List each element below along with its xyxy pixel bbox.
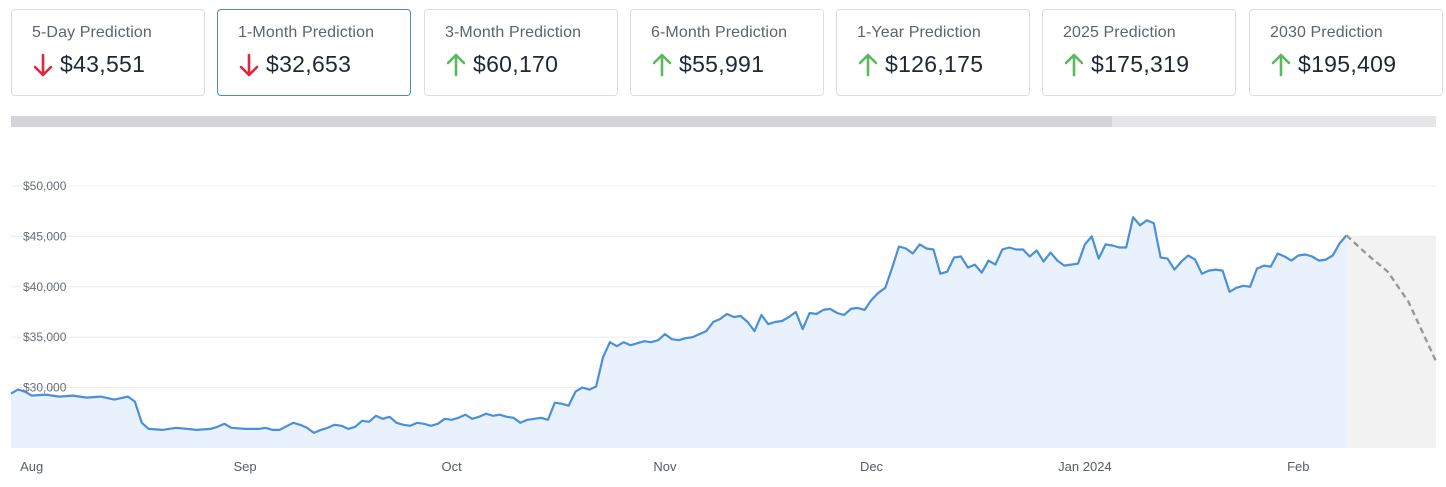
- historical-area: [11, 217, 1347, 448]
- prediction-value-row: $55,991: [651, 51, 823, 78]
- prediction-card-value: $32,653: [266, 51, 352, 77]
- price-chart: $50,000$45,000$40,000$35,000$30,000$25,0…: [10, 179, 1438, 474]
- prediction-card-label: 2030 Prediction: [1270, 24, 1383, 41]
- prediction-card-value: $60,170: [473, 51, 559, 77]
- x-tick-label: Aug: [20, 459, 43, 474]
- y-tick-label: $45,000: [23, 229, 67, 243]
- prediction-value-row: $32,653: [238, 51, 410, 78]
- prediction-value-row: $126,175: [857, 51, 1029, 78]
- x-tick-label: Oct: [441, 459, 462, 474]
- prediction-card-label: 1-Year Prediction: [857, 24, 981, 41]
- prediction-card-label: 1-Month Prediction: [238, 24, 375, 41]
- arrow-down-icon: [33, 53, 53, 76]
- prediction-card-1[interactable]: 1-Month Prediction $32,653: [217, 9, 411, 96]
- arrow-up-icon: [446, 53, 466, 76]
- prediction-value-row: $43,551: [32, 51, 204, 78]
- y-tick-label: $35,000: [23, 330, 67, 344]
- prediction-card-label: 5-Day Prediction: [32, 24, 152, 41]
- prediction-card-0[interactable]: 5-Day Prediction $43,551: [11, 9, 205, 96]
- y-axis: $50,000$45,000$40,000$35,000$30,000$25,0…: [23, 179, 67, 445]
- prediction-card-value: $175,319: [1091, 51, 1190, 77]
- prediction-value-row: $175,319: [1063, 51, 1235, 78]
- prediction-card-value: $43,551: [60, 51, 146, 77]
- y-tick-label: $40,000: [23, 280, 67, 294]
- forecast-price-line: [1345, 234, 1438, 362]
- prediction-card-label: 3-Month Prediction: [445, 24, 582, 41]
- arrow-up-icon: [1064, 53, 1084, 76]
- prediction-card-value: $195,409: [1298, 51, 1397, 77]
- y-tick-label: $50,000: [23, 179, 67, 193]
- prediction-card-2[interactable]: 3-Month Prediction $60,170: [424, 9, 618, 96]
- prediction-card-value: $55,991: [679, 51, 765, 77]
- historical-price-line: [10, 216, 1348, 434]
- x-tick-label: Nov: [653, 459, 677, 474]
- x-tick-label: Dec: [860, 459, 884, 474]
- y-tick-label: $30,000: [23, 381, 67, 395]
- x-tick-label: Jan 2024: [1058, 459, 1112, 474]
- arrow-up-icon: [858, 53, 878, 76]
- arrow-down-icon: [239, 53, 259, 76]
- x-tick-label: Feb: [1287, 459, 1309, 474]
- prediction-card-label: 2025 Prediction: [1063, 24, 1176, 41]
- prediction-value-row: $60,170: [445, 51, 617, 78]
- forecast-area: [1346, 236, 1436, 448]
- horizontal-scrollbar-thumb[interactable]: [11, 116, 1112, 127]
- arrow-up-icon: [652, 53, 672, 76]
- prediction-card-5[interactable]: 2025 Prediction $175,319: [1042, 9, 1236, 96]
- prediction-card-4[interactable]: 1-Year Prediction $126,175: [836, 9, 1030, 96]
- arrow-up-icon: [1271, 53, 1291, 76]
- prediction-cards: 5-Day Prediction $43,551 1-Month Predictio…: [0, 0, 1446, 110]
- x-axis: Aug Sep Oct Nov Dec Jan 2024 Feb: [20, 459, 1309, 474]
- prediction-card-value: $126,175: [885, 51, 984, 77]
- prediction-value-row: $195,409: [1270, 51, 1442, 78]
- prediction-card-6[interactable]: 2030 Prediction $195,409: [1249, 9, 1443, 96]
- prediction-card-3[interactable]: 6-Month Prediction $55,991: [630, 9, 824, 96]
- x-tick-label: Sep: [233, 459, 256, 474]
- prediction-card-label: 6-Month Prediction: [651, 24, 788, 41]
